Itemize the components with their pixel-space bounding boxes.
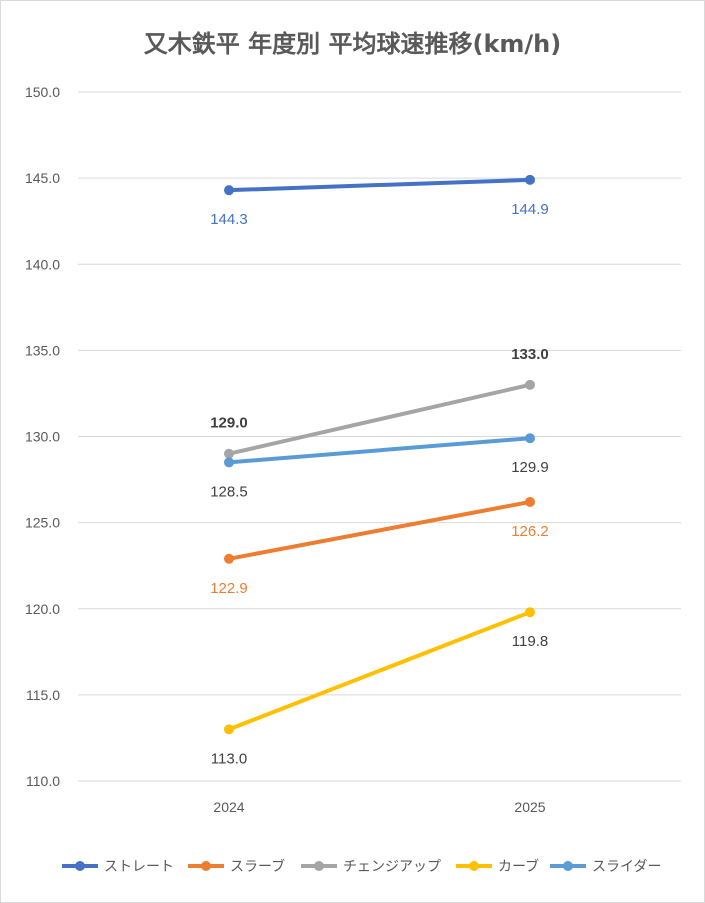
data-point xyxy=(525,379,535,390)
y-tick-label: 115.0 xyxy=(26,687,60,703)
y-tick-label: 125.0 xyxy=(25,515,60,531)
data-point xyxy=(525,174,535,185)
data-label: 128.5 xyxy=(210,483,248,500)
legend-label: スライダー xyxy=(592,859,661,875)
y-axis-ticks: 150.0 145.0 140.0 135.0 130.0 125.0 120.0 115.0… xyxy=(25,84,60,789)
series-line xyxy=(227,499,532,561)
data-label: 126.2 xyxy=(511,523,549,540)
data-label: 129.0 xyxy=(210,415,248,432)
data-label: 122.9 xyxy=(210,580,248,597)
x-axis-ticks: 2024 2025 xyxy=(213,799,545,815)
legend-label: カーブ xyxy=(498,858,539,875)
series-line xyxy=(227,177,532,193)
series-lines xyxy=(224,174,535,735)
series-line xyxy=(227,382,532,456)
data-point xyxy=(224,185,234,196)
data-point xyxy=(224,553,234,564)
y-tick-label: 140.0 xyxy=(25,256,60,272)
data-label: 144.9 xyxy=(511,201,549,218)
data-labels: 144.3 144.9 122.9 126.2 129.0 133.0 113.0 119.8… xyxy=(210,201,549,767)
y-tick-label: 150.0 xyxy=(25,84,60,100)
data-label: 133.0 xyxy=(511,346,549,363)
y-tick-label: 120.0 xyxy=(25,601,60,617)
data-label: 113.0 xyxy=(211,750,247,767)
data-label: 144.3 xyxy=(210,211,248,228)
legend-marker xyxy=(314,861,324,871)
data-point xyxy=(525,433,535,444)
data-point xyxy=(525,607,535,618)
legend-marker xyxy=(563,861,573,871)
data-point xyxy=(224,448,234,459)
y-tick-label: 145.0 xyxy=(25,170,60,186)
y-tick-label: 130.0 xyxy=(25,429,60,445)
series-line xyxy=(227,610,532,732)
legend-label: チェンジアップ xyxy=(343,859,441,875)
data-label: 119.8 xyxy=(512,633,548,650)
data-point xyxy=(525,496,535,507)
chart-title: 又木鉄平 年度別 平均球速推移(km/h) xyxy=(143,30,562,58)
series-line xyxy=(227,436,532,465)
y-tick-label: 135.0 xyxy=(25,342,60,358)
legend-label: ストレート xyxy=(104,859,174,875)
y-tick-label: 110.0 xyxy=(26,773,60,789)
x-tick-label: 2025 xyxy=(514,799,545,815)
data-label: 129.9 xyxy=(511,459,549,476)
legend-label: スラーブ xyxy=(230,858,285,875)
gridlines xyxy=(78,91,681,782)
data-point xyxy=(224,457,234,468)
legend-marker xyxy=(201,861,211,871)
data-point xyxy=(224,724,234,735)
legend-marker xyxy=(469,861,479,871)
legend: ストレート スラーブ チェンジアップ カーブ スライダー xyxy=(62,858,661,875)
legend-marker xyxy=(75,861,85,871)
x-tick-label: 2024 xyxy=(213,799,244,815)
